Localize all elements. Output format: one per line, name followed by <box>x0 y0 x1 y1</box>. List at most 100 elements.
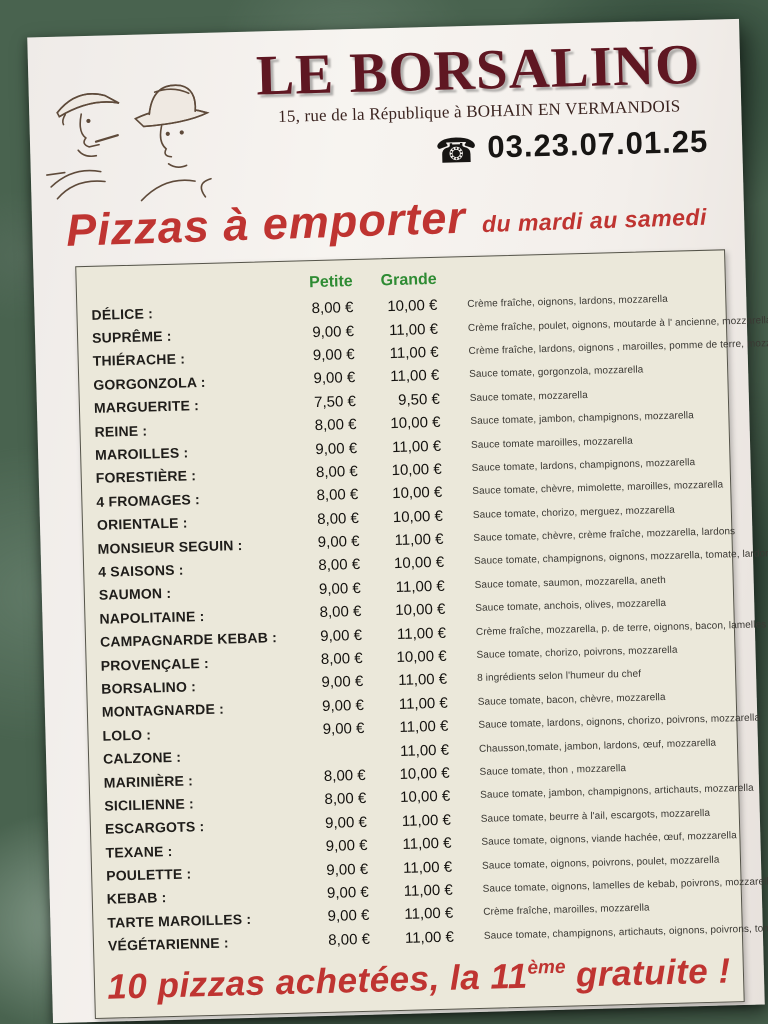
price-grande: 11,00 € <box>404 928 455 947</box>
pizza-name: CALZONE : <box>102 748 182 767</box>
pizza-name: REINE : <box>94 422 148 440</box>
price-grande: 11,00 € <box>390 367 440 386</box>
phone-line: ☎ 03.23.07.01.25 <box>226 123 735 177</box>
pizza-name: THIÉRACHE : <box>92 350 186 370</box>
price-petite: 8,00 € <box>319 603 362 622</box>
price-petite: 9,00 € <box>321 673 364 692</box>
pizza-description: Sauce tomate, champignons, artichauts, o… <box>483 921 768 942</box>
pizza-name: MONTAGNARDE : <box>101 700 225 721</box>
price-petite: 9,00 € <box>327 907 370 926</box>
price-grande: 11,00 € <box>401 811 452 830</box>
pizza-description: Crème fraîche, mozzarella, p. de terre, … <box>475 618 768 638</box>
pizza-name: TARTE MAROILLES : <box>107 910 252 931</box>
price-grande: 10,00 € <box>399 764 450 783</box>
price-petite: 9,00 € <box>315 439 358 458</box>
pizza-name: VÉGÉTARIENNE : <box>107 934 229 954</box>
price-grande: 11,00 € <box>396 624 447 643</box>
menu-paper: LE BORSALINO 15, rue de la République à … <box>27 18 768 1024</box>
price-grande: 11,00 € <box>398 671 448 690</box>
pizza-description: Sauce tomate, jambon, champignons, artic… <box>480 783 754 802</box>
pizza-description: Sauce tomate, thon , mozzarella <box>479 763 627 778</box>
pizza-name: SUPRÊME : <box>91 327 172 346</box>
promo-suffix: gratuite ! <box>565 951 732 995</box>
price-grande: 11,00 € <box>389 343 439 363</box>
pizza-name: 4 FROMAGES : <box>96 490 201 510</box>
pizza-name: 4 SAISONS : <box>98 561 184 580</box>
price-grande: 9,50 € <box>397 390 441 409</box>
price-panel: Petite Grande DÉLICE : 8,00 € 10,00 € Cr… <box>75 249 768 1019</box>
pizza-description: Sauce tomate, saumon, mozzarella, aneth <box>474 574 667 591</box>
price-grande: 11,00 € <box>404 904 454 924</box>
pizza-name: DÉLICE : <box>91 304 154 323</box>
pizza-description: Sauce tomate, chèvre, mimolette, maroill… <box>472 479 724 498</box>
price-petite: 9,00 € <box>317 533 360 552</box>
price-petite: 8,00 € <box>328 930 371 949</box>
price-grande: 10,00 € <box>390 413 441 433</box>
pizza-name: ORIENTALE : <box>96 514 188 534</box>
price-petite: 9,00 € <box>326 860 369 879</box>
pizza-name: MONSIEUR SEGUIN : <box>97 536 243 557</box>
pizza-name: CAMPAGNARDE KEBAB : <box>99 629 278 650</box>
price-grande: 11,00 € <box>388 320 439 339</box>
pizza-name: TEXANE : <box>105 842 173 861</box>
pizza-name: PROVENÇALE : <box>100 654 210 674</box>
price-petite: 7,50 € <box>313 392 357 411</box>
pizza-name: MARINIÈRE : <box>103 771 194 791</box>
two-men-sketch-icon <box>46 84 212 202</box>
price-petite: 8,00 € <box>316 509 360 528</box>
pizza-name: MARGUERITE : <box>93 397 200 417</box>
header: LE BORSALINO 15, rue de la République à … <box>224 32 735 177</box>
price-grande: 10,00 € <box>396 647 447 667</box>
price-petite: 8,00 € <box>320 649 363 669</box>
pizza-name: BORSALINO : <box>101 678 197 697</box>
pizza-name: FORESTIÈRE : <box>95 467 197 487</box>
pizza-description: Crème fraîche, lardons, oignons , maroil… <box>468 337 768 358</box>
pizza-name: SAUMON : <box>98 585 172 604</box>
price-petite: 9,00 € <box>312 322 355 341</box>
price-petite: 9,00 € <box>313 369 356 388</box>
price-petite: 9,00 € <box>312 345 355 365</box>
price-petite: 8,00 € <box>324 790 367 809</box>
pizza-name: LOLO : <box>102 726 152 744</box>
pizza-name: ESCARGOTS : <box>104 818 205 838</box>
price-grande: 11,00 € <box>398 694 449 713</box>
price-petite: 8,00 € <box>316 486 359 505</box>
price-petite: 9,00 € <box>326 883 369 902</box>
column-header-grande: Grande <box>380 270 437 290</box>
pizza-name: NAPOLITAINE : <box>99 607 205 627</box>
price-petite: 8,00 € <box>318 556 361 575</box>
pizza-name: GORGONZOLA : <box>93 373 206 393</box>
pizza-description: Sauce tomate, beurre à l'ail, escargots,… <box>480 807 711 825</box>
pizza-description: Crème fraîche, poulet, oignons, moutarde… <box>467 314 768 334</box>
price-grande: 11,00 € <box>399 717 449 737</box>
price-grande: 10,00 € <box>393 554 445 573</box>
pizza-description: Crème fraîche, maroilles, mozzarella <box>483 902 650 919</box>
price-grande: 11,00 € <box>402 834 452 854</box>
telephone-icon: ☎ <box>434 131 478 171</box>
pizza-description: Sauce tomate, bacon, chèvre, mozzarella <box>477 691 666 708</box>
price-petite: 9,00 € <box>324 813 368 832</box>
column-header-petite: Petite <box>308 273 353 292</box>
price-petite: 9,00 € <box>325 837 368 856</box>
price-grande: 11,00 € <box>399 741 450 760</box>
price-petite: 9,00 € <box>318 579 361 598</box>
promo-prefix: 10 pizzas achetées, la 11 <box>106 956 529 1007</box>
pizza-description: Sauce tomate, gorgonzola, mozzarella <box>469 364 644 381</box>
pizza-description: Crème fraîche, oignons, lardons, mozzare… <box>467 293 668 311</box>
pizza-description: Sauce tomate, chorizo, merguez, mozzarel… <box>472 504 676 521</box>
price-grande: 11,00 € <box>394 530 444 550</box>
promo-superscript: ème <box>527 956 566 979</box>
price-grande: 11,00 € <box>403 881 453 900</box>
pizza-name: POULETTE : <box>105 865 192 884</box>
pizza-description: Chausson,tomate, jambon, lardons, œuf, m… <box>478 737 717 755</box>
pizza-description: Sauce tomate, jambon, champignons, mozza… <box>470 410 695 428</box>
pizza-description: Sauce tomate, anchois, olives, mozzarell… <box>475 598 667 615</box>
price-grande: 11,00 € <box>395 577 445 596</box>
restaurant-title: LE BORSALINO <box>255 32 702 108</box>
pizza-description: Sauce tomate, oignons, lamelles de kebab… <box>482 876 768 895</box>
pizza-description: Sauce tomate, chorizo, poivrons, mozzare… <box>476 644 678 661</box>
price-grande: 10,00 € <box>395 601 446 620</box>
pizza-name: KEBAB : <box>106 889 167 908</box>
phone-number: 03.23.07.01.25 <box>486 123 709 165</box>
price-petite: 9,00 € <box>320 626 363 645</box>
